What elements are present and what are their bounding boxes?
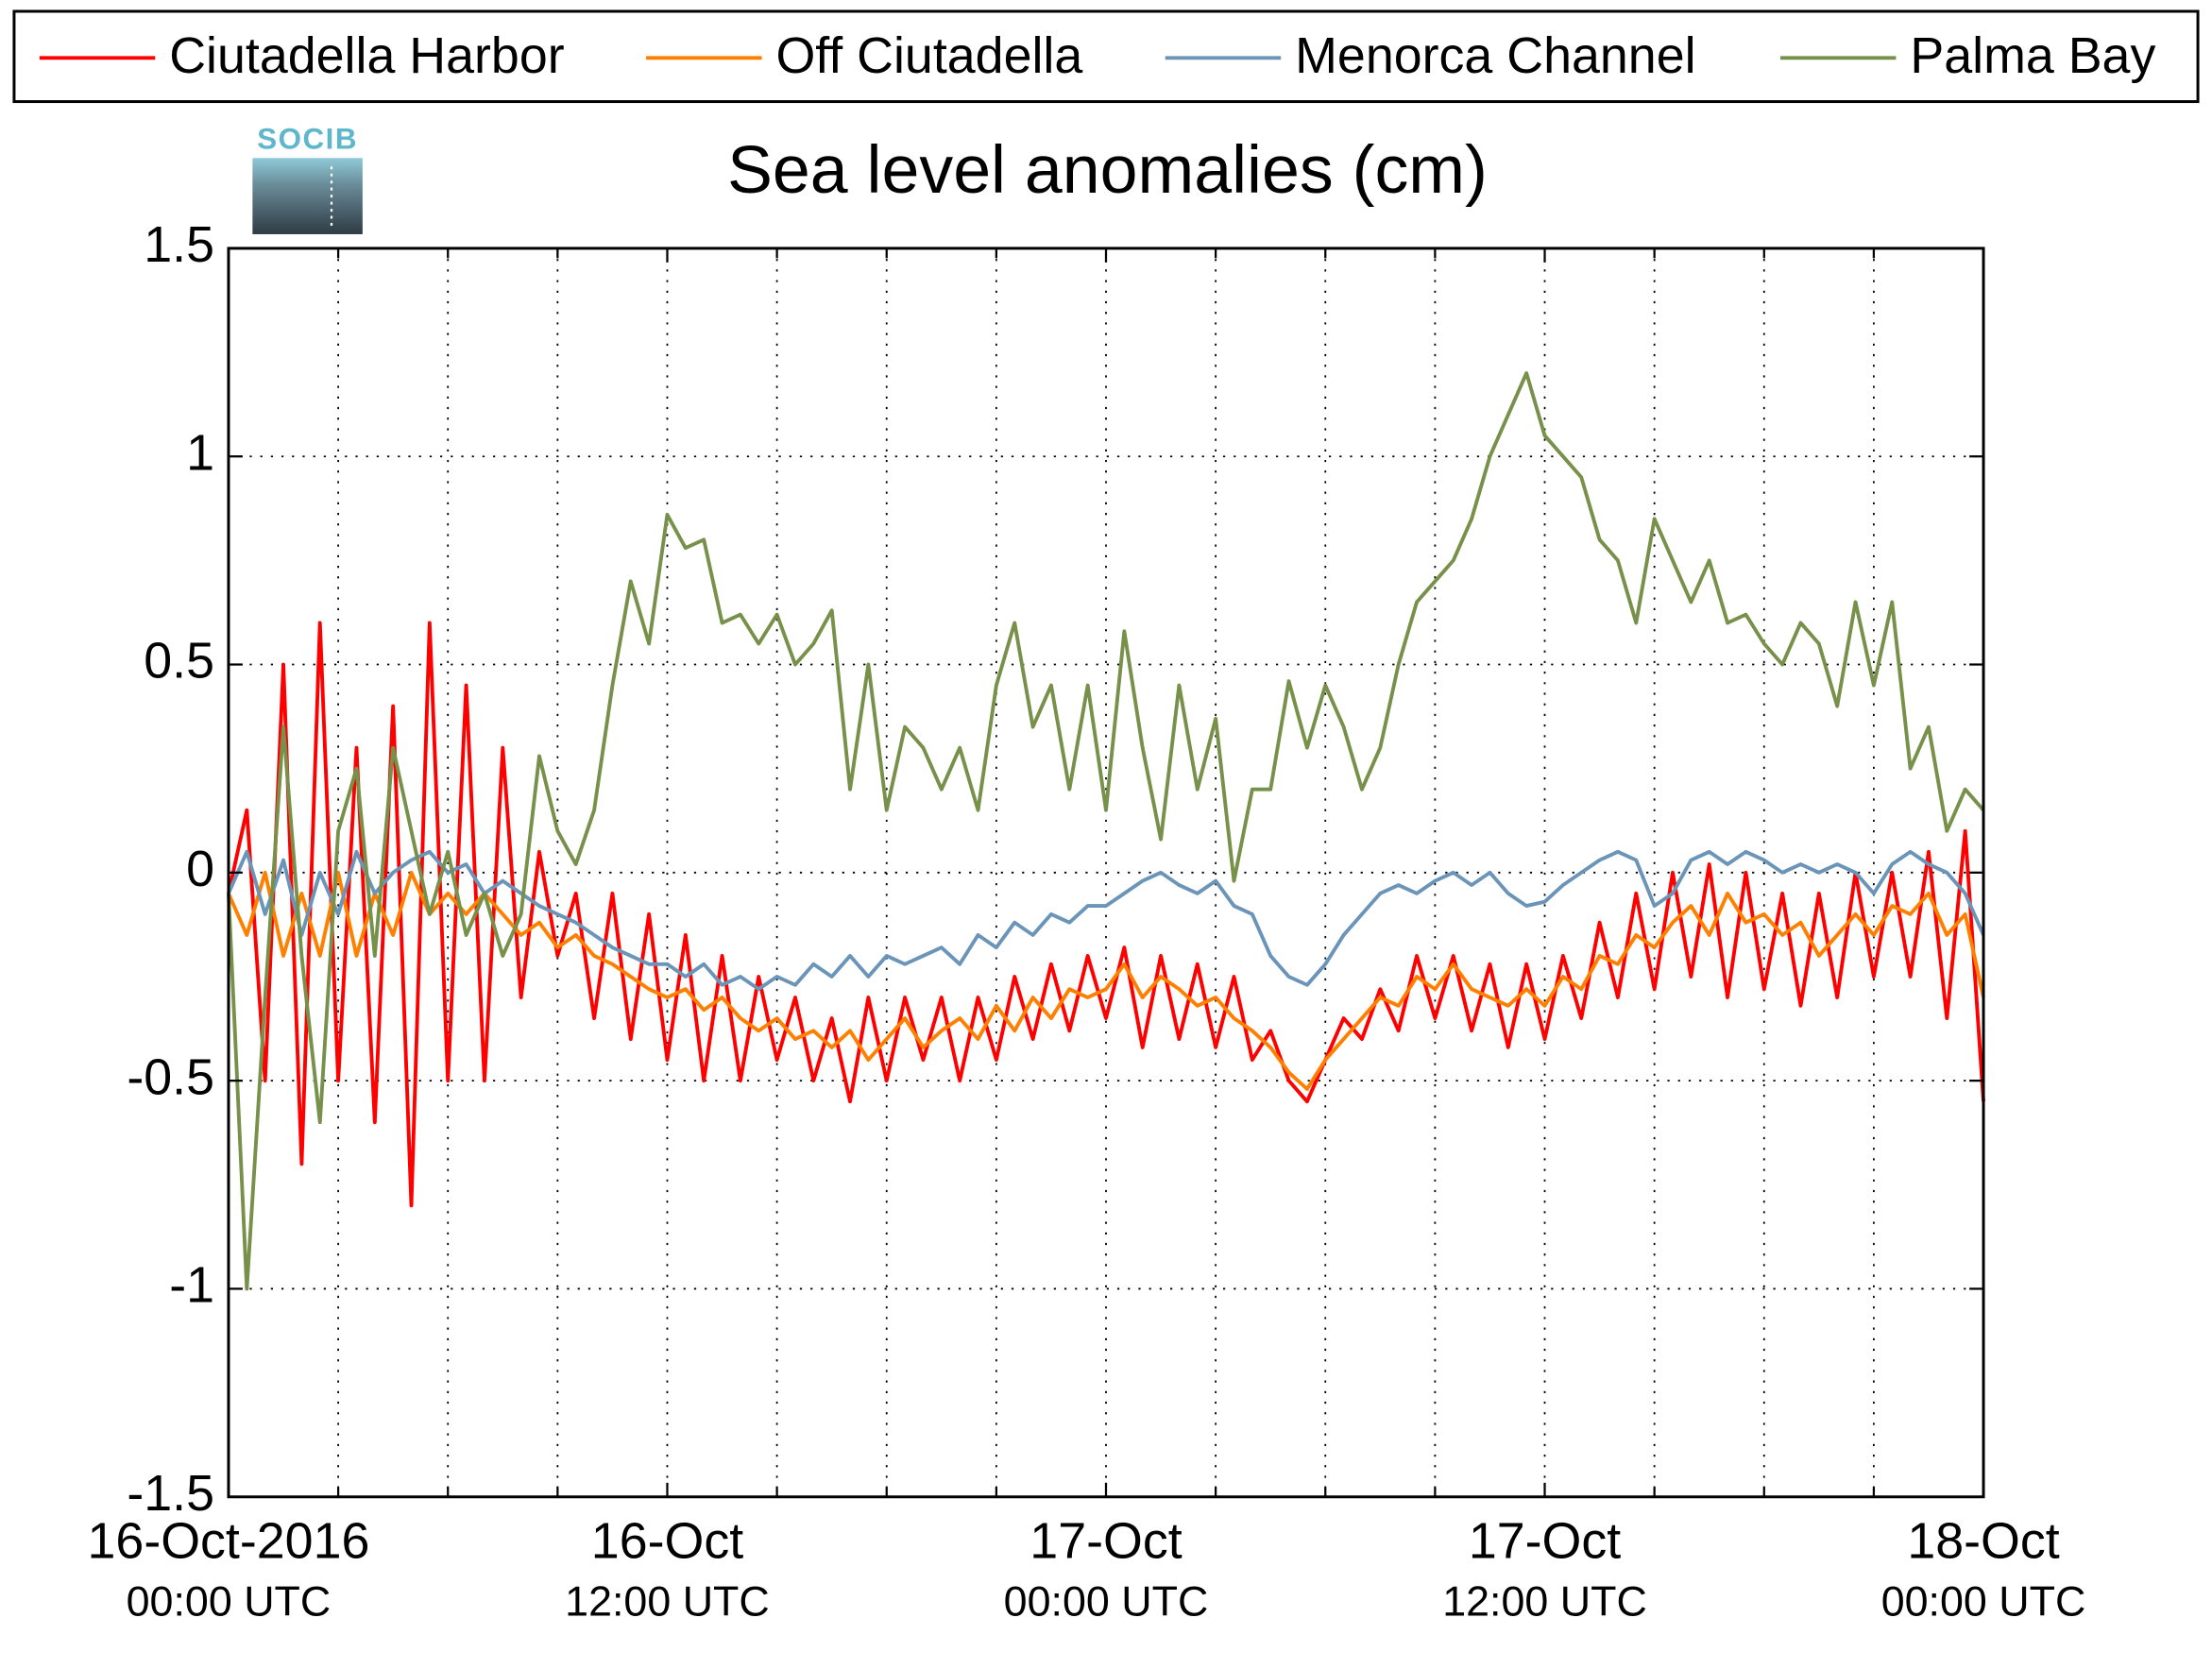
ticks: -1.5-1-0.500.511.516-Oct-2016 00:00 UTC16… bbox=[88, 216, 2086, 1625]
y-tick-label: -1.5 bbox=[127, 1465, 214, 1522]
y-tick-label: -0.5 bbox=[127, 1048, 214, 1105]
x-tick-label: 17-Oct 00:00 UTC bbox=[1004, 1513, 1209, 1625]
chart-title: Sea level anomalies (cm) bbox=[727, 132, 1488, 208]
x-tick-label-line: 17-Oct bbox=[1469, 1513, 1621, 1570]
legend-label: Palma Bay bbox=[1910, 27, 2155, 84]
series-line bbox=[227, 849, 1985, 992]
x-tick-label-line: 00:00 UTC bbox=[1004, 1577, 1209, 1625]
x-tick-label-line: 00:00 UTC bbox=[1881, 1577, 2086, 1625]
x-tick-label: 16-Oct 12:00 UTC bbox=[565, 1513, 770, 1625]
legend-label: Ciutadella Harbor bbox=[169, 27, 564, 84]
series-line bbox=[227, 371, 1985, 1291]
logo-text: SOCIB bbox=[257, 123, 358, 156]
series-line bbox=[227, 870, 1985, 1091]
y-tick-label: 0.5 bbox=[144, 633, 214, 690]
x-tick-label-line: 18-Oct bbox=[1907, 1513, 2059, 1570]
y-tick-label: 0 bbox=[186, 841, 214, 897]
x-tick-label-line: 16-Oct bbox=[591, 1513, 743, 1570]
y-tick-label: 1 bbox=[186, 424, 214, 481]
y-tick-label: -1 bbox=[169, 1257, 214, 1314]
plot-area bbox=[228, 247, 1984, 1497]
x-tick-label-line: 12:00 UTC bbox=[565, 1577, 770, 1625]
logo-image bbox=[252, 158, 363, 234]
series-lines bbox=[227, 371, 1985, 1291]
y-tick-label: 1.5 bbox=[144, 216, 214, 273]
series-line bbox=[227, 621, 1985, 1208]
x-tick-label: 18-Oct 00:00 UTC bbox=[1881, 1513, 2086, 1625]
x-tick-label-line: 12:00 UTC bbox=[1442, 1577, 1647, 1625]
legend-label: Menorca Channel bbox=[1295, 27, 1695, 84]
x-tick-label: 17-Oct 12:00 UTC bbox=[1442, 1513, 1647, 1625]
x-tick-label: 16-Oct-2016 00:00 UTC bbox=[88, 1513, 370, 1625]
x-tick-label-line: 00:00 UTC bbox=[127, 1577, 332, 1625]
x-tick-label-line: 17-Oct bbox=[1029, 1513, 1182, 1570]
logo: SOCIB bbox=[252, 123, 363, 234]
legend-label: Off Ciutadella bbox=[775, 27, 1082, 84]
legend: Ciutadella Harbor Off Ciutadella Menorca C… bbox=[39, 27, 2155, 84]
x-tick-label-line: 16-Oct-2016 bbox=[88, 1513, 370, 1570]
